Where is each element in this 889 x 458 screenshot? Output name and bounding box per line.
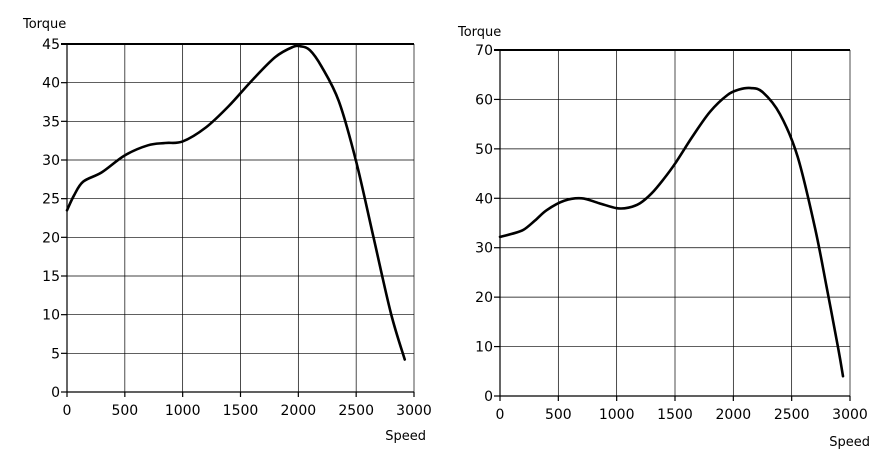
y-tick-label: 10 xyxy=(42,308,60,324)
chart-2: 0 10 20 30 40 50 60 70 0 500 1000 1500 2000 2500 3000 T… xyxy=(457,25,870,450)
x-tick-label: 1000 xyxy=(165,403,201,419)
y-tick-label: 15 xyxy=(42,269,60,285)
y-tick-label: 60 xyxy=(475,92,493,108)
y-tick-label: 5 xyxy=(51,346,60,362)
x-tick-label: 2000 xyxy=(281,403,317,419)
y-tick-label: 20 xyxy=(475,290,493,306)
x-tick-label: 1500 xyxy=(657,407,693,423)
y-tick-label: 30 xyxy=(475,241,493,257)
y-tick-label: 70 xyxy=(475,43,493,59)
x-tick-label: 1000 xyxy=(599,407,635,423)
y-tick-label: 40 xyxy=(42,76,60,92)
x-tick-label: 1500 xyxy=(223,403,259,419)
x-axis-label: Speed xyxy=(829,435,870,450)
x-tick-label: 0 xyxy=(496,407,505,423)
x-tick-label: 500 xyxy=(111,403,138,419)
x-tick-label: 3000 xyxy=(832,407,868,423)
y-tick-label: 40 xyxy=(475,191,493,207)
y-tick-label: 10 xyxy=(475,340,493,356)
x-tick-label: 2500 xyxy=(338,403,374,419)
torque-curve xyxy=(498,86,845,378)
y-tick-label: 45 xyxy=(42,37,60,53)
y-tick-label: 0 xyxy=(51,385,60,401)
y-tick-label: 30 xyxy=(42,153,60,169)
x-tick-label: 3000 xyxy=(396,403,432,419)
x-tick-label: 500 xyxy=(545,407,572,423)
y-axis-label: Torque xyxy=(22,17,66,32)
x-axis-label: Speed xyxy=(385,429,426,444)
y-tick-label: 50 xyxy=(475,142,493,158)
y-tick-label: 20 xyxy=(42,230,60,246)
torque-curve xyxy=(65,44,407,361)
x-tick-label: 2000 xyxy=(716,407,752,423)
y-tick-label: 0 xyxy=(484,389,493,405)
x-tick-label: 0 xyxy=(63,403,72,419)
y-tick-label: 35 xyxy=(42,114,60,130)
y-tick-label: 25 xyxy=(42,192,60,208)
x-tick-label: 2500 xyxy=(774,407,810,423)
y-axis-label: Torque xyxy=(457,25,501,40)
chart-1: 0 5 10 15 20 25 30 35 40 45 0 500 1000 1500 2000 2500 30… xyxy=(22,17,432,444)
